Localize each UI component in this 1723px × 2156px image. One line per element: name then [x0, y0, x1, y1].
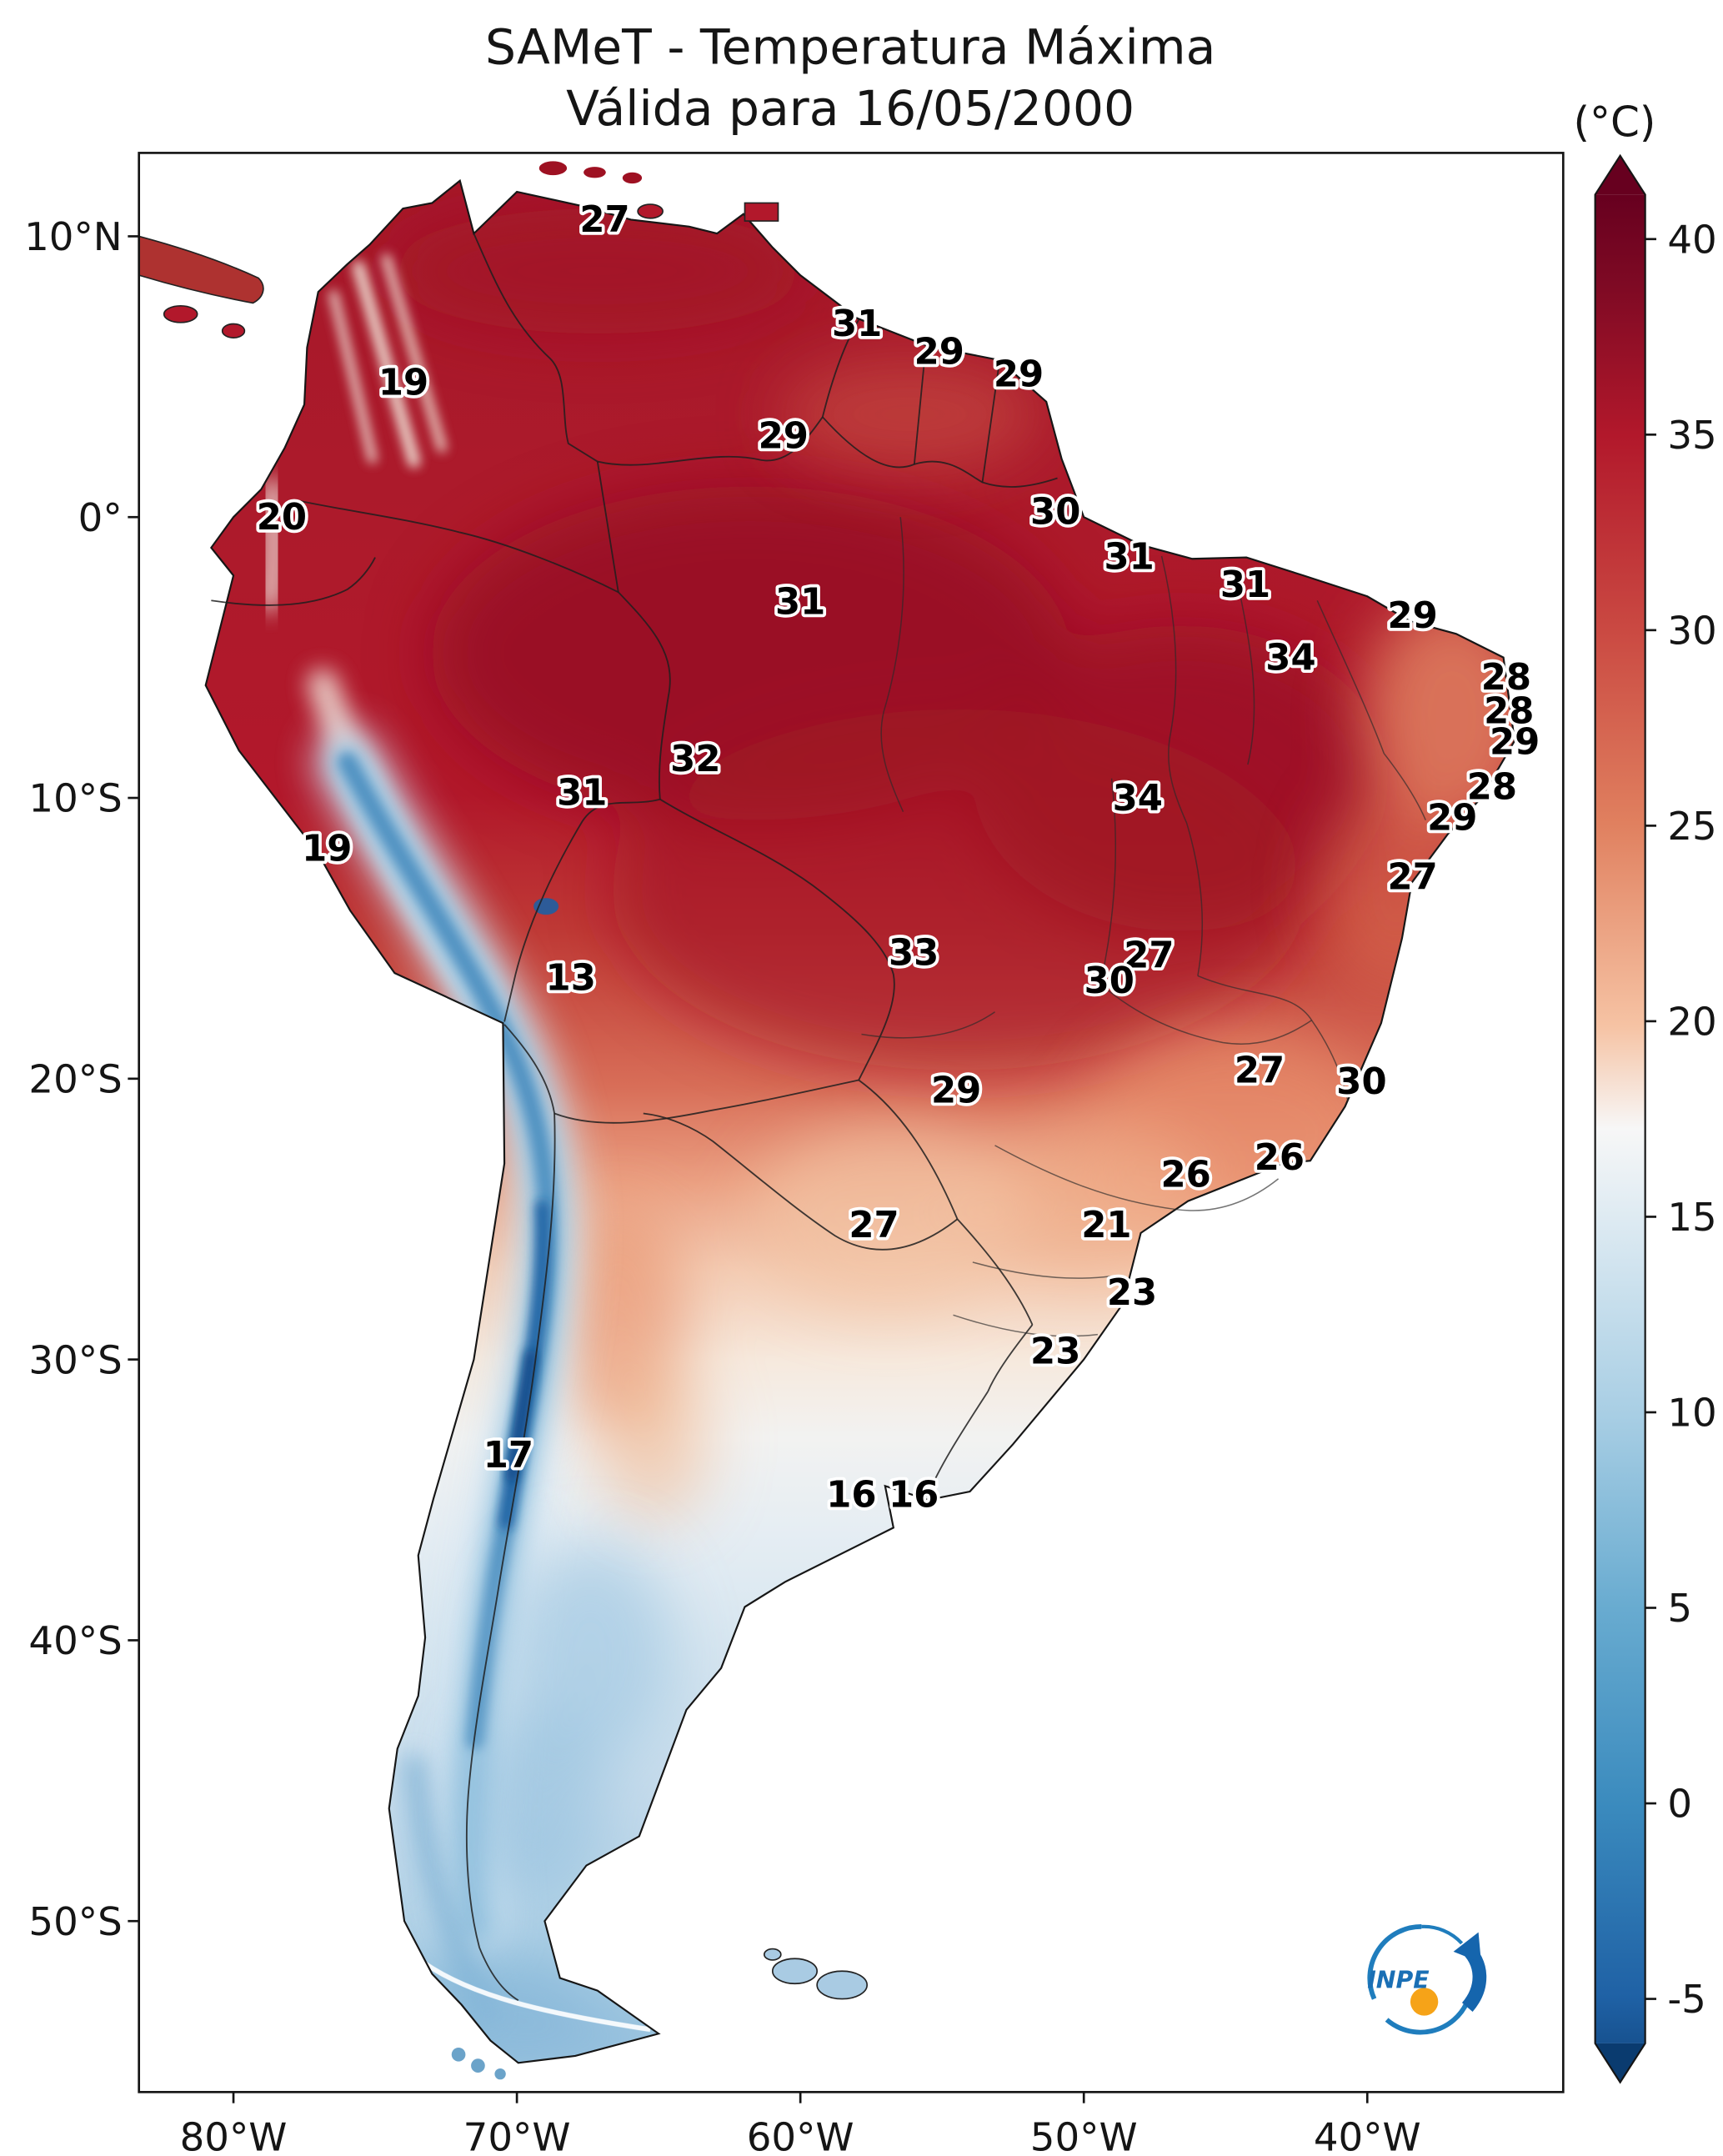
inpe-logo-arrowhead: [1453, 1932, 1481, 1963]
station-temp-label: 30: [1336, 1061, 1386, 1103]
lake-titicaca: [533, 898, 559, 915]
station-temp-label: 31: [775, 581, 825, 623]
x-tick-label: 60°W: [747, 2115, 854, 2156]
inpe-logo-swirl: [1367, 1923, 1422, 2000]
y-tick-label: 0°: [78, 496, 123, 541]
colorbar-outline: [1594, 153, 1646, 2084]
inpe-logo-text: INPE: [1367, 1966, 1429, 1993]
x-tick-label: 40°W: [1314, 2115, 1421, 2156]
x-tick-label: 50°W: [1030, 2115, 1138, 2156]
station-temp-label: 31: [832, 303, 882, 345]
y-tick-label: 40°S: [28, 1619, 122, 1664]
station-temp-label: 30: [1030, 492, 1080, 534]
station-temp-label: 31: [1104, 536, 1154, 578]
state-borders: [861, 517, 1426, 1337]
station-temp-label: 21: [1081, 1205, 1131, 1246]
station-temp-label: 27: [1124, 935, 1174, 977]
station-temp-label: 26: [1255, 1137, 1305, 1179]
station-temp-label: 23: [1030, 1331, 1080, 1373]
station-temp-label: 28: [1484, 691, 1534, 733]
temperature-field: [205, 180, 1515, 2063]
colorbar-tick-label: 10: [1667, 1391, 1716, 1436]
station-temp-label: 27: [579, 199, 629, 241]
magellan-strait: [422, 1960, 651, 2033]
station-temp-label: 29: [914, 332, 964, 374]
station-temp-label: 17: [483, 1435, 533, 1477]
y-tick-label: 30°S: [28, 1338, 122, 1383]
chart-subtitle: Válida para 16/05/2000: [566, 80, 1134, 137]
station-temp-label: 28: [1467, 767, 1517, 809]
station-temp-label: 23: [1107, 1272, 1157, 1314]
colorbar-tick-label: 15: [1667, 1196, 1716, 1241]
colorbar-tick-label: 40: [1667, 218, 1716, 263]
colorbar-under-arrow: [1595, 2043, 1645, 2083]
x-axis-ticks: 80°W 70°W 60°W 50°W 40°W: [180, 2092, 1421, 2156]
station-temp-label: 29: [1490, 722, 1540, 764]
station-temp-label: 16: [889, 1474, 939, 1516]
colorbar-unit-label: (°C): [1574, 98, 1656, 146]
plot-frame: [138, 152, 1565, 2093]
inpe-logo: INPE: [1357, 1913, 1487, 2043]
inpe-logo-dot: [1410, 1988, 1439, 2016]
colorbar-tick-label: 0: [1667, 1782, 1692, 1828]
y-tick-label: 20°S: [28, 1058, 122, 1103]
station-temp-label: 31: [557, 772, 607, 814]
colorbar-tick-label: 5: [1667, 1587, 1692, 1632]
station-temp-label: 34: [1265, 638, 1315, 679]
station-temp-label: 28: [1481, 657, 1531, 699]
y-tick-label: 10°N: [24, 215, 123, 260]
station-temp-label: 20: [257, 497, 307, 539]
station-temp-label: 31: [1220, 564, 1270, 606]
x-tick-label: 70°W: [463, 2115, 571, 2156]
colorbar-tick-label: 30: [1667, 609, 1716, 654]
station-temp-label: 30: [1084, 960, 1134, 1002]
chart-title: SAMeT - Temperatura Máxima: [485, 19, 1215, 76]
colorbar-over-arrow: [1595, 155, 1645, 195]
colorbar: (°C) 40 35 30 25 20 15 10 5 0 -5: [1574, 98, 1717, 2084]
station-temp-label: 16: [826, 1474, 876, 1516]
y-tick-label: 10°S: [28, 777, 122, 822]
inpe-logo-swirl: [1385, 2000, 1470, 2035]
colorbar-tick-label: 35: [1667, 414, 1716, 459]
colorbar-gradient: [1595, 194, 1645, 2043]
station-temp-label: 26: [1160, 1154, 1210, 1196]
map-area: [138, 152, 1565, 2093]
colorbar-tick-label: 25: [1667, 805, 1716, 850]
island-fragments: [138, 161, 869, 2080]
y-tick-label: 50°S: [28, 1900, 122, 1945]
station-temp-label: 32: [670, 739, 720, 780]
station-temp-label: 29: [994, 353, 1044, 395]
station-temp-label: 19: [378, 363, 428, 404]
colorbar-tick-label: 20: [1667, 1000, 1716, 1045]
inpe-logo-swirl: [1421, 1924, 1464, 1945]
x-tick-label: 80°W: [180, 2115, 288, 2156]
colorbar-tick-label: -5: [1667, 1978, 1706, 2023]
station-temp-label: 34: [1113, 778, 1163, 820]
y-axis-ticks: 10°N 0° 10°S 20°S 30°S 40°S 50°S: [24, 215, 139, 1945]
station-temp-label: 29: [931, 1070, 981, 1111]
inpe-logo-background: [1357, 1913, 1485, 2043]
country-borders: [211, 233, 1058, 2002]
station-temp-label: 29: [1388, 595, 1438, 637]
station-temp-label: 27: [1235, 1050, 1285, 1092]
station-temp-label: 33: [889, 932, 939, 974]
coastline: [204, 178, 1516, 2064]
station-temp-label: 27: [1388, 856, 1438, 898]
colorbar-ticks: 40 35 30 25 20 15 10 5 0 -5: [1645, 218, 1717, 2023]
station-temp-label: 27: [849, 1205, 899, 1246]
station-temp-label: 19: [302, 829, 352, 870]
station-temp-label: 13: [546, 958, 596, 1000]
station-temp-label: 29: [1427, 798, 1477, 840]
station-temp-label: 29: [759, 416, 809, 458]
